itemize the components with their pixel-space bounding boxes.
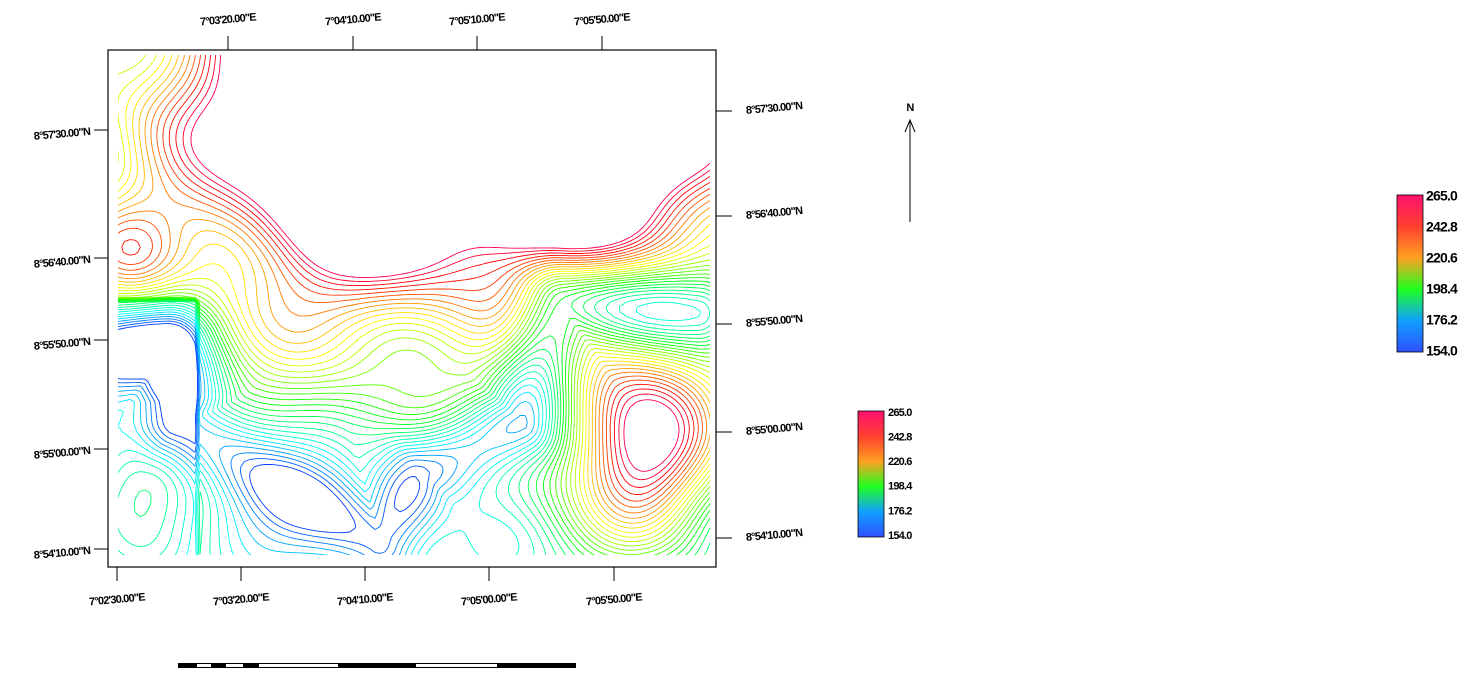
legend-label: 242.8	[1426, 219, 1458, 235]
contour	[118, 320, 430, 554]
north-label: N	[906, 102, 914, 114]
contour	[118, 55, 710, 529]
contour	[118, 313, 535, 555]
legend-label: 176.2	[1426, 312, 1458, 328]
right-label: 8°55'50.00"N	[745, 313, 803, 330]
contour	[118, 55, 710, 534]
bottom-label: 7°05'00.00"E	[461, 591, 518, 608]
scale-bar	[178, 663, 576, 668]
left-label: 8°57'30.00"N	[33, 126, 91, 143]
contour	[118, 286, 710, 555]
left-label: 8°54'10.00"N	[33, 545, 91, 562]
legend-label: 198.4	[888, 481, 913, 493]
north-arrow: N	[904, 102, 916, 222]
legend-label: 176.2	[888, 505, 912, 517]
contour	[118, 55, 710, 508]
bottom-label: 7°03'20.00"E	[213, 591, 270, 608]
contour	[118, 55, 710, 538]
contour	[118, 323, 421, 534]
legend-bar	[857, 410, 885, 538]
map-frame	[107, 49, 717, 568]
left-label: 8°55'50.00"N	[33, 336, 91, 353]
legend-right-labels: 265.0 242.8 220.6 198.4 176.2 154.0	[1426, 188, 1459, 359]
top-label: 7°03'20.00"E	[200, 11, 257, 28]
bottom-label: 7°05'50.00"E	[586, 591, 643, 608]
legend-label: 242.8	[888, 432, 912, 444]
contour	[118, 280, 710, 555]
contour	[118, 283, 710, 555]
contour-lines	[118, 55, 710, 555]
legend-label: 220.6	[1426, 250, 1458, 266]
top-label: 7°05'10.00"E	[449, 11, 506, 28]
legend-bar-right	[1396, 194, 1424, 353]
contour	[118, 269, 710, 555]
contour	[118, 301, 702, 555]
contour	[175, 55, 710, 488]
left-label: 8°56'40.00"N	[33, 254, 91, 271]
right-label: 8°56'40.00"N	[745, 205, 803, 222]
contour	[118, 293, 710, 555]
contour	[182, 55, 710, 481]
top-label: 7°05'50.00"E	[574, 11, 631, 28]
legend-label: 265.0	[1426, 188, 1458, 204]
contour	[118, 55, 710, 524]
coordinate-labels: 7°03'20.00"E 7°04'10.00"E 7°05'10.00"E 7°05…	[33, 11, 803, 608]
contour	[190, 55, 710, 472]
legend-label: 154.0	[1426, 343, 1458, 359]
legend-label: 220.6	[888, 456, 912, 468]
contour	[118, 55, 710, 514]
contour	[118, 264, 710, 551]
contour	[118, 55, 710, 502]
legend-label: 154.0	[888, 530, 912, 542]
contour	[118, 311, 540, 555]
right-label: 8°57'30.00"N	[745, 100, 803, 117]
contour	[118, 309, 544, 555]
right-label: 8°55'00.00"N	[745, 421, 803, 438]
legend-label: 198.4	[1426, 281, 1458, 297]
bottom-label: 7°04'10.00"E	[337, 591, 394, 608]
legend-label: 265.0	[888, 407, 912, 419]
contour	[118, 318, 444, 555]
contour	[118, 316, 528, 555]
contour	[121, 55, 710, 495]
contour	[118, 273, 710, 555]
right-label: 8°54'10.00"N	[745, 527, 803, 544]
contour	[118, 259, 710, 547]
contour	[118, 277, 710, 555]
contour	[118, 55, 710, 519]
top-label: 7°04'10.00"E	[325, 11, 382, 28]
bottom-label: 7°02'30.00"E	[89, 591, 146, 608]
contour	[118, 296, 710, 555]
contour	[118, 55, 710, 543]
left-label: 8°55'00.00"N	[33, 445, 91, 462]
contour	[118, 289, 710, 555]
